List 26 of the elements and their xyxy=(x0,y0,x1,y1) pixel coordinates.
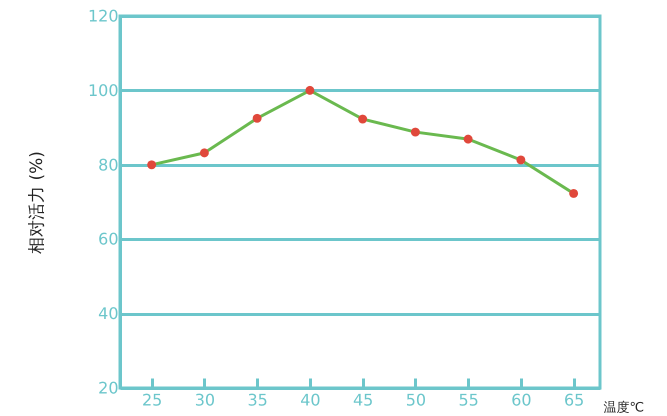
x-tick-label: 55 xyxy=(458,390,479,410)
x-axis-title: 温度℃ xyxy=(604,400,644,416)
point xyxy=(252,114,262,123)
point xyxy=(569,188,578,198)
point xyxy=(464,134,473,144)
y-axis-title: 相对活力 (%) xyxy=(26,151,47,254)
x-tick-label: 25 xyxy=(142,390,162,410)
y-tick-label: 20 xyxy=(98,378,118,398)
point xyxy=(358,114,368,124)
y-tick-label: 120 xyxy=(88,6,118,26)
point xyxy=(305,86,314,95)
y-tick-label: 60 xyxy=(98,230,118,249)
x-tick-label: 60 xyxy=(511,390,532,410)
x-tick-label: 30 xyxy=(194,390,216,410)
y-tick-label: 40 xyxy=(98,304,118,324)
x-tick-label: 65 xyxy=(564,390,584,410)
y-tick-label: 80 xyxy=(98,155,118,174)
point xyxy=(200,148,209,158)
point xyxy=(147,160,156,170)
point xyxy=(410,128,420,137)
y-tick-label: 100 xyxy=(88,80,118,100)
x-tick-label: 40 xyxy=(300,390,321,410)
point xyxy=(516,156,526,164)
x-tick-label: 50 xyxy=(406,390,426,410)
x-tick-label: 45 xyxy=(352,390,374,410)
x-tick-label: 35 xyxy=(247,390,268,410)
